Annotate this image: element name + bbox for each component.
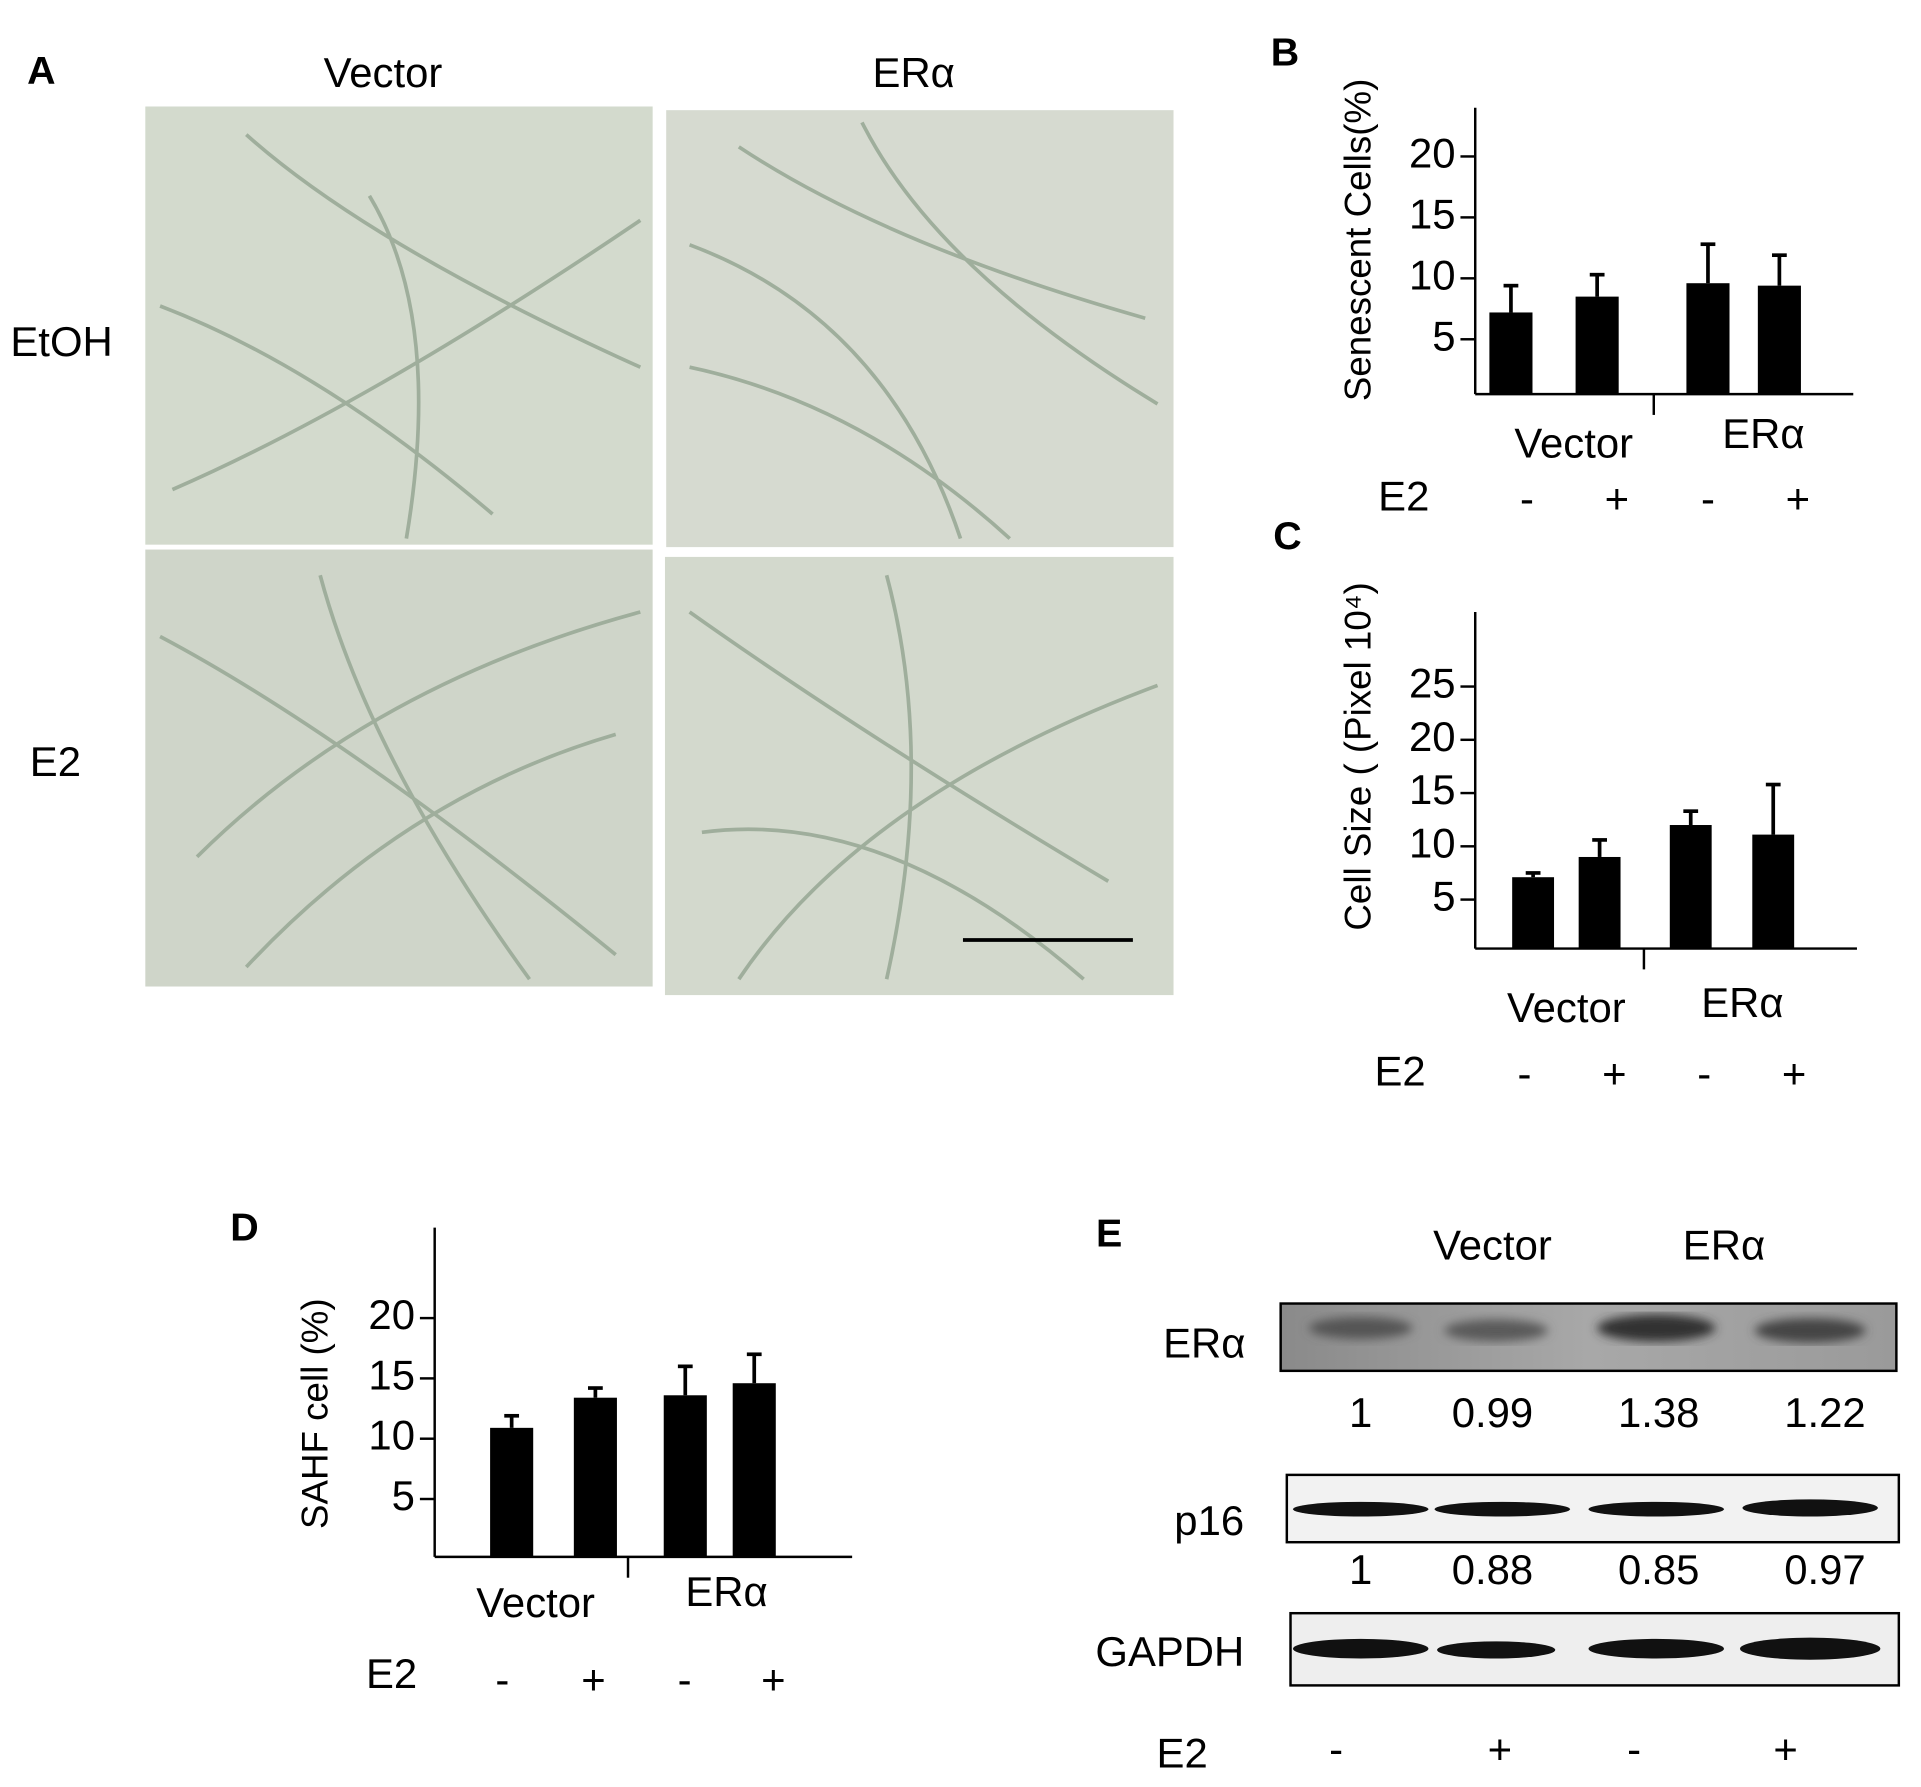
cell-outline — [688, 574, 1159, 981]
y-tick-label: 20 — [1409, 130, 1456, 177]
micrograph — [666, 110, 1174, 548]
column-label: Vector — [1433, 1222, 1552, 1269]
y-tick-label: 5 — [1432, 873, 1455, 920]
panel-label: A — [27, 49, 55, 93]
y-axis-label: SAHF cell (%) — [294, 1298, 335, 1529]
group-label: ERα — [1722, 410, 1804, 457]
condition: - — [1701, 475, 1715, 522]
panel-label: B — [1271, 31, 1299, 75]
condition: + — [1488, 1726, 1512, 1773]
band — [1292, 1638, 1429, 1659]
micrographs — [145, 106, 1174, 996]
cell-outline — [688, 121, 1159, 540]
band — [1597, 1314, 1716, 1342]
band — [1308, 1316, 1413, 1340]
condition: - — [1520, 475, 1534, 522]
band — [1444, 1319, 1548, 1342]
quantification: 0.97 — [1784, 1546, 1865, 1593]
bar — [1686, 283, 1730, 395]
band — [1588, 1638, 1724, 1659]
factor-label: E2 — [1157, 1730, 1208, 1777]
cell-outline — [159, 574, 641, 981]
blot-label: ERα — [1163, 1319, 1245, 1366]
row-label: EtOH — [10, 318, 112, 365]
condition: + — [1782, 1050, 1806, 1097]
bar — [1575, 296, 1619, 395]
condition: + — [1773, 1726, 1797, 1773]
y-tick-label: 15 — [1409, 191, 1456, 238]
y-tick-label: 20 — [368, 1291, 415, 1338]
bar — [1757, 285, 1801, 395]
condition: - — [1518, 1050, 1532, 1097]
band — [1739, 1637, 1881, 1660]
condition: - — [678, 1656, 692, 1703]
factor-label: E2 — [366, 1650, 417, 1697]
column-label: ERα — [873, 49, 955, 96]
condition: - — [1627, 1726, 1641, 1773]
y-tick-label: 10 — [368, 1412, 415, 1459]
group-label: ERα — [1701, 979, 1783, 1026]
bar — [1489, 312, 1533, 395]
blot-label: p16 — [1174, 1497, 1244, 1544]
band — [1742, 1499, 1878, 1517]
condition: + — [1605, 475, 1629, 522]
quantification: 0.99 — [1452, 1389, 1533, 1436]
micrograph — [145, 106, 653, 545]
band — [1588, 1501, 1724, 1517]
condition: + — [1786, 475, 1810, 522]
row-label: E2 — [30, 738, 81, 785]
y-tick-label: 10 — [1409, 251, 1456, 298]
group-label: Vector — [476, 1579, 595, 1626]
panel-label: D — [230, 1206, 258, 1250]
quantification: 0.85 — [1618, 1546, 1699, 1593]
y-tick-label: 10 — [1409, 819, 1456, 866]
column-label: ERα — [1683, 1222, 1765, 1269]
y-axis-label: Cell Size ( (Pixel 10⁴) — [1337, 582, 1378, 930]
cell-outline — [159, 133, 642, 539]
bar — [1578, 856, 1621, 949]
bar — [1752, 834, 1795, 949]
factor-label: E2 — [1378, 472, 1429, 519]
condition: + — [581, 1656, 605, 1703]
condition: - — [1697, 1050, 1711, 1097]
blot-label: GAPDH — [1095, 1628, 1244, 1675]
bar — [732, 1383, 776, 1557]
panel-label: C — [1273, 514, 1301, 558]
bar — [1512, 877, 1555, 949]
band — [1754, 1318, 1866, 1343]
y-tick-label: 5 — [392, 1472, 415, 1519]
quantification: 1.22 — [1784, 1389, 1865, 1436]
band — [1434, 1501, 1571, 1517]
bar — [573, 1397, 617, 1557]
condition: - — [1329, 1726, 1343, 1773]
condition: + — [1602, 1050, 1626, 1097]
band — [1292, 1501, 1429, 1517]
quantification: 1 — [1349, 1389, 1372, 1436]
column-label: Vector — [324, 49, 443, 96]
panel-label: E — [1096, 1212, 1122, 1256]
condition: - — [495, 1656, 509, 1703]
y-tick-label: 15 — [368, 1352, 415, 1399]
y-tick-label: 20 — [1409, 713, 1456, 760]
micrograph — [664, 556, 1174, 996]
group-label: Vector — [1507, 984, 1626, 1031]
y-tick-label: 25 — [1409, 660, 1456, 707]
y-tick-label: 5 — [1432, 312, 1455, 359]
y-tick-label: 15 — [1409, 766, 1456, 813]
factor-label: E2 — [1375, 1048, 1426, 1095]
condition: + — [761, 1656, 785, 1703]
band — [1437, 1641, 1556, 1659]
group-label: Vector — [1514, 420, 1633, 467]
quantification: 1 — [1349, 1546, 1372, 1593]
blot-images — [1279, 1302, 1901, 1687]
quantification: 1.38 — [1618, 1389, 1699, 1436]
bar — [490, 1427, 534, 1557]
quantification: 0.88 — [1452, 1546, 1533, 1593]
bar — [663, 1395, 707, 1557]
group-label: ERα — [685, 1568, 767, 1615]
y-axis-label: Senescent Cells(%) — [1337, 79, 1378, 401]
bar — [1669, 825, 1712, 949]
